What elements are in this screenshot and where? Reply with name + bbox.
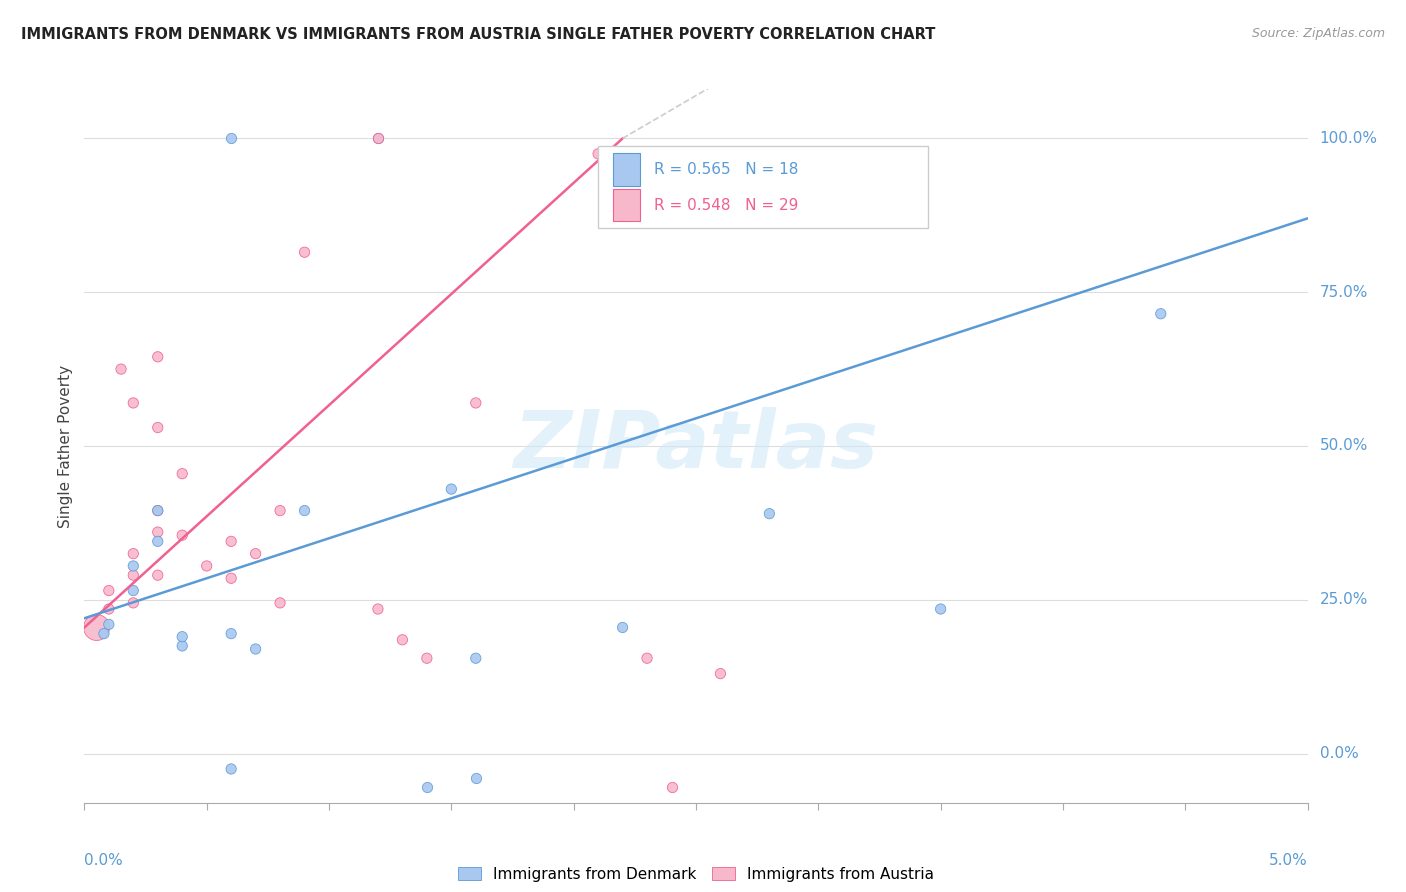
Point — [172, 630, 194, 644]
Point — [464, 771, 486, 785]
Point — [219, 762, 242, 776]
Point — [110, 362, 132, 376]
Point — [146, 568, 169, 582]
Point — [219, 571, 242, 585]
Point — [146, 350, 169, 364]
Point — [122, 568, 145, 582]
Point — [172, 528, 194, 542]
Point — [586, 146, 609, 161]
Point — [146, 534, 169, 549]
Text: 75.0%: 75.0% — [1320, 285, 1368, 300]
Y-axis label: Single Father Poverty: Single Father Poverty — [58, 365, 73, 527]
FancyBboxPatch shape — [613, 189, 640, 221]
Point — [122, 396, 145, 410]
Point — [97, 602, 120, 616]
Point — [97, 617, 120, 632]
Point — [269, 596, 291, 610]
Point — [245, 547, 267, 561]
Point — [391, 632, 413, 647]
Text: 0.0%: 0.0% — [84, 853, 124, 868]
Point — [146, 503, 169, 517]
Point — [146, 420, 169, 434]
FancyBboxPatch shape — [613, 153, 640, 186]
Point — [122, 547, 145, 561]
Text: 5.0%: 5.0% — [1268, 853, 1308, 868]
Point — [1150, 307, 1173, 321]
Text: R = 0.548   N = 29: R = 0.548 N = 29 — [654, 198, 799, 212]
Point — [758, 507, 780, 521]
FancyBboxPatch shape — [598, 146, 928, 228]
Point — [219, 534, 242, 549]
Point — [416, 651, 439, 665]
Point — [294, 503, 316, 517]
Point — [146, 503, 169, 517]
Point — [122, 558, 145, 573]
Point — [172, 467, 194, 481]
Point — [122, 583, 145, 598]
Point — [464, 651, 486, 665]
Text: Source: ZipAtlas.com: Source: ZipAtlas.com — [1251, 27, 1385, 40]
Text: ZIPatlas: ZIPatlas — [513, 407, 879, 485]
Point — [612, 620, 634, 634]
Legend: Immigrants from Denmark, Immigrants from Austria: Immigrants from Denmark, Immigrants from… — [451, 861, 941, 888]
Text: 0.0%: 0.0% — [1320, 746, 1358, 761]
Text: 100.0%: 100.0% — [1320, 131, 1378, 146]
Point — [367, 131, 389, 145]
Point — [269, 503, 291, 517]
Point — [97, 583, 120, 598]
Point — [219, 626, 242, 640]
Point — [146, 525, 169, 540]
Text: 50.0%: 50.0% — [1320, 439, 1368, 453]
Point — [367, 131, 389, 145]
Text: 25.0%: 25.0% — [1320, 592, 1368, 607]
Point — [661, 780, 683, 795]
Point — [416, 780, 439, 795]
Point — [122, 596, 145, 610]
Point — [464, 396, 486, 410]
Point — [172, 639, 194, 653]
Point — [440, 482, 463, 496]
Point — [195, 558, 218, 573]
Point — [636, 651, 658, 665]
Text: IMMIGRANTS FROM DENMARK VS IMMIGRANTS FROM AUSTRIA SINGLE FATHER POVERTY CORRELA: IMMIGRANTS FROM DENMARK VS IMMIGRANTS FR… — [21, 27, 935, 42]
Point — [294, 245, 316, 260]
Point — [709, 666, 731, 681]
Point — [93, 626, 115, 640]
Point — [929, 602, 952, 616]
Point — [86, 620, 108, 634]
Text: R = 0.565   N = 18: R = 0.565 N = 18 — [654, 162, 799, 177]
Point — [367, 602, 389, 616]
Point — [245, 642, 267, 657]
Point — [219, 131, 242, 145]
